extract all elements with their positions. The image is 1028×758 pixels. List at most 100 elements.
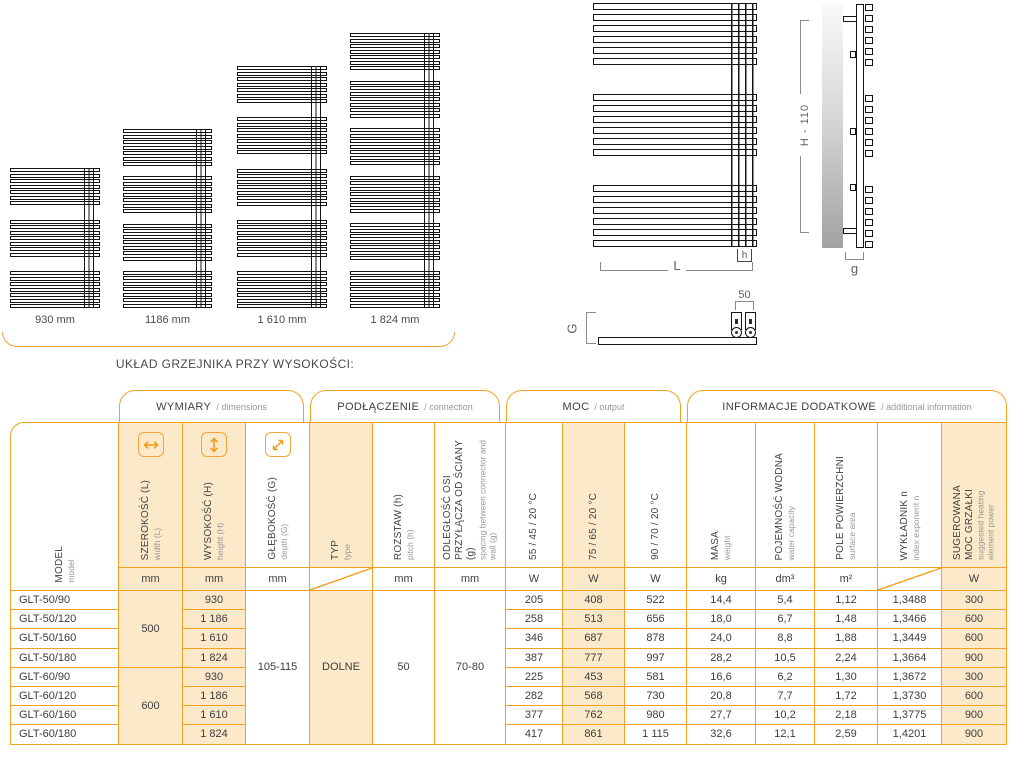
radiator-tube	[10, 230, 100, 235]
radiator-tube	[350, 161, 440, 166]
radiator-tube	[123, 292, 212, 297]
radiator-tube	[237, 241, 327, 246]
radiator-tube	[237, 128, 327, 133]
cell-out90-4: 581	[625, 667, 687, 687]
column-title: MASA weight	[710, 531, 732, 560]
radiator-tube	[237, 252, 327, 257]
width-icon	[137, 432, 164, 457]
cell-exponent-2: 1,3449	[878, 629, 942, 649]
column-title-text: POJEMNOŚĆ WODNA	[774, 452, 786, 560]
radiator-tube	[123, 192, 212, 197]
group-header-4: INFORMACJE DODATKOWE / additional informa…	[687, 390, 1007, 422]
column-subtitle-text: height (H)	[214, 522, 225, 560]
radiator-tube	[350, 270, 440, 275]
column-title: MODEL model	[54, 546, 76, 583]
radiator-tube	[237, 287, 327, 292]
radiator-tube	[237, 196, 327, 200]
radiator-tube	[350, 60, 440, 65]
radiator-height-label: 1 610 mm	[257, 314, 307, 326]
radiator-tube	[10, 195, 100, 200]
radiator-tube	[593, 25, 757, 32]
radiator-tube	[350, 203, 440, 208]
unit-cell-capacity: dm³	[756, 568, 815, 591]
radiator-tube	[123, 151, 212, 155]
radiator-tube	[237, 144, 327, 149]
cell-model-3: GLT-50/180	[10, 648, 119, 668]
cell-width-merged-0: 500	[119, 591, 183, 668]
cell-out55-6: 377	[506, 706, 563, 726]
radiator-tube	[237, 179, 327, 184]
radiator-tube	[350, 223, 440, 228]
unit-cell-depth: mm	[246, 568, 310, 591]
radiator-tube	[123, 198, 212, 203]
radiator-tube	[237, 190, 327, 195]
group-header-2: PODŁĄCZENIE / connection	[310, 390, 500, 422]
column-subtitle-text: width (L)	[151, 527, 162, 560]
radiator-height-label: 1186 mm	[144, 314, 191, 326]
cell-mass-3: 28,2	[687, 648, 756, 668]
unit-cell-exponent	[878, 568, 942, 591]
tube-group	[237, 219, 327, 257]
tube-cross-section	[865, 95, 873, 102]
radiator-tube	[237, 201, 327, 206]
tube-group	[237, 271, 327, 308]
column-title-text: WYSOKOŚĆ (H)	[203, 482, 215, 560]
column-title-text: MODEL	[53, 546, 65, 583]
cell-out90-7: 1 115	[625, 725, 687, 745]
column-title-text: TYP	[330, 539, 342, 560]
column-header-out75: 75 / 65 / 20 °C	[563, 422, 625, 568]
unit-cell-pitch: mm	[373, 568, 435, 591]
column-title-text: 55 / 45 / 20 °C	[528, 492, 540, 560]
valve-connector-circle	[731, 327, 742, 338]
column-title: SUGEROWANA MOC GRZAŁKI suggested heating …	[952, 472, 996, 560]
radiator-tube	[350, 86, 440, 91]
radiator-tube	[123, 203, 212, 208]
column-title: ROZSTAW (h) pitch (h)	[393, 494, 415, 560]
radiator-tube	[123, 187, 212, 192]
pitch-dimension-label: h	[737, 249, 752, 262]
column-header-height: WYSOKOŚĆ (H) height (H)	[183, 422, 246, 568]
radiator-height-figures: UKŁAD GRZEJNIKA PRZY WYSOKOŚCI: 930 mm 11…	[2, 0, 456, 390]
radiator-tube	[593, 196, 757, 203]
radiator-tube	[350, 197, 440, 202]
cell-out90-5: 730	[625, 686, 687, 707]
column-header-depth: GŁĘBOKOŚĆ (G) depth (G)	[246, 422, 310, 568]
radiator-top-view	[598, 337, 757, 345]
radiator-tube	[350, 192, 440, 197]
radiator-tube	[237, 117, 327, 122]
cell-model-5: GLT-60/120	[10, 686, 119, 707]
cell-out90-6: 980	[625, 706, 687, 726]
cell-mass-1: 18,0	[687, 610, 756, 630]
radiator-tube	[350, 38, 440, 43]
column-title: 90 / 70 / 20 °C	[650, 493, 662, 560]
cell-area-6: 2,18	[815, 706, 878, 726]
tube-group	[123, 176, 212, 214]
radiator-tube	[237, 185, 327, 189]
radiator-tube	[237, 66, 327, 70]
radiator-tube	[593, 127, 757, 134]
cell-height-0: 930	[183, 591, 246, 611]
cell-height-3: 1 824	[183, 648, 246, 668]
column-title-text: GŁĘBOKOŚĆ (G)	[266, 477, 278, 560]
radiator-tube	[123, 209, 212, 214]
radiator-tube	[10, 201, 100, 205]
tube-cross-section	[865, 37, 873, 44]
cell-heater-0: 300	[942, 591, 1007, 611]
radiator-tube	[123, 134, 212, 139]
cell-height-5: 1 186	[183, 686, 246, 707]
radiator-tube	[350, 256, 440, 261]
cell-heater-1: 600	[942, 610, 1007, 630]
radiator-tube	[237, 99, 327, 103]
radiator-tube	[10, 287, 100, 292]
cell-out55-2: 346	[506, 629, 563, 649]
tube-cross-section	[865, 150, 873, 157]
radiator-tube	[123, 181, 212, 186]
technical-drawing: h L H - 110 g 50 G	[564, 3, 873, 345]
column-header-out90: 90 / 70 / 20 °C	[625, 422, 687, 568]
cell-out55-4: 225	[506, 667, 563, 687]
cell-height-2: 1 610	[183, 629, 246, 649]
specification-table: WYMIARY / dimensions PODŁĄCZENIE / connecti…	[10, 390, 1007, 745]
radiator-tube	[123, 270, 212, 275]
radiator-tube	[237, 276, 327, 281]
